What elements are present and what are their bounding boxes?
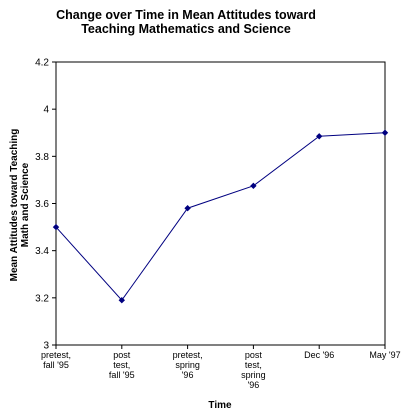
y-tick-label: 3.4 [35,246,49,257]
y-axis-title-line-2: Math and Science [20,162,31,247]
y-tick-label: 4.2 [35,58,49,69]
plot-area-border [55,61,386,346]
y-tick-label: 3.6 [35,199,49,210]
series-line [55,132,386,301]
chart-title-line-2: Teaching Mathematics and Science [81,22,291,36]
data-point-marker [184,205,191,212]
y-tick-label: 4 [43,105,49,116]
x-tick-label: May '97 [369,350,400,360]
series-group [52,129,389,304]
data-point-marker [381,129,389,136]
x-tick-label: post test, spring '96 [241,350,266,390]
y-tick-label: 3.8 [35,152,49,163]
chart-title-line-1: Change over Time in Mean Attitudes towar… [56,8,316,22]
x-tick-label: pretest, spring '96 [173,350,203,380]
x-axis: pretest, fall '95 post test, fall '95 pretest… [41,345,401,390]
data-point-marker [250,182,257,190]
y-tick-label: 3 [43,341,49,352]
data-point-marker [52,223,60,231]
y-axis: 3 3.2 3.4 3.6 3.8 4 4.2 [35,58,56,352]
y-axis-title: Mean Attitudes toward Teaching Math and … [9,129,31,282]
data-point-marker [316,133,323,140]
x-tick-label: post test, fall '95 [109,350,135,380]
x-tick-label: Dec '96 [304,350,334,360]
data-point-marker [118,296,125,304]
y-tick-label: 3.2 [35,293,49,304]
x-axis-title: Time [208,400,232,411]
x-tick-label: pretest, fall '95 [41,350,71,370]
y-axis-title-line-1: Mean Attitudes toward Teaching [9,129,20,282]
